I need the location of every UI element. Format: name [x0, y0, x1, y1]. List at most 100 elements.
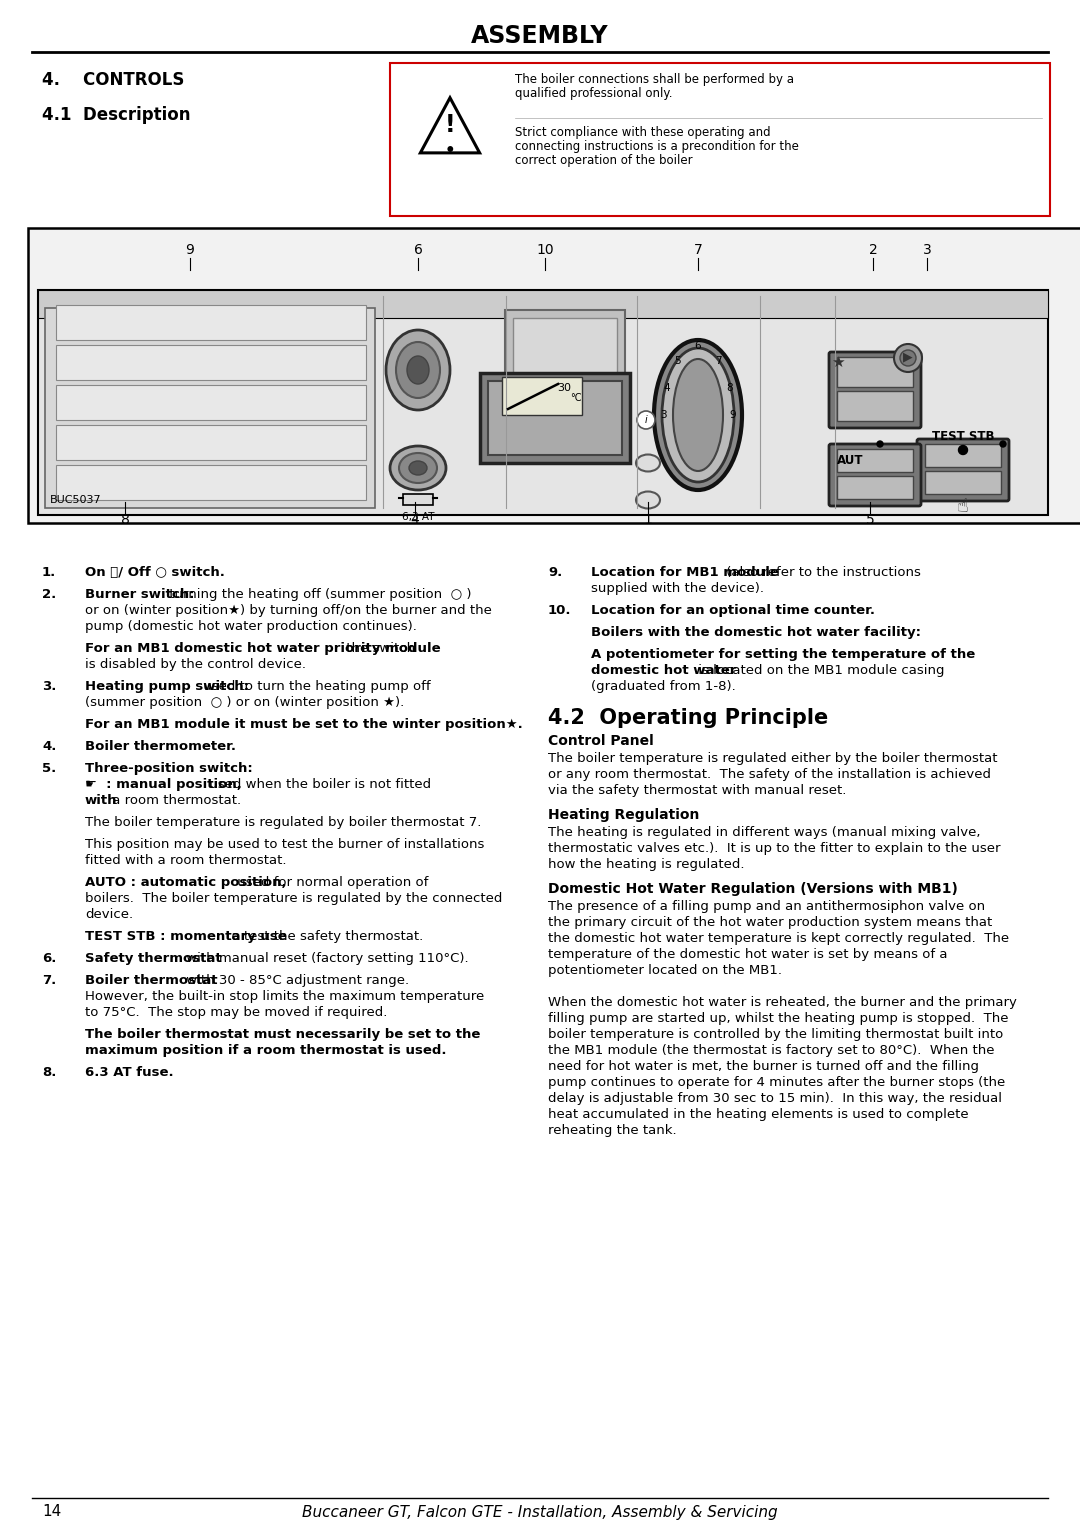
FancyBboxPatch shape [502, 377, 582, 416]
Text: Location for MB1 module: Location for MB1 module [591, 565, 779, 579]
Ellipse shape [636, 492, 660, 509]
FancyBboxPatch shape [917, 439, 1009, 501]
Text: need for hot water is met, the burner is turned off and the filling: need for hot water is met, the burner is… [548, 1060, 978, 1073]
FancyBboxPatch shape [837, 477, 913, 500]
Text: used when the boiler is not fitted: used when the boiler is not fitted [205, 778, 431, 792]
Text: Domestic Hot Water Regulation (Versions with MB1): Domestic Hot Water Regulation (Versions … [548, 882, 958, 895]
FancyBboxPatch shape [45, 309, 375, 507]
Text: 1.: 1. [42, 565, 56, 579]
Text: Boiler thermometer.: Boiler thermometer. [85, 740, 237, 753]
Text: ☝: ☝ [957, 498, 969, 516]
Ellipse shape [399, 452, 437, 483]
Text: The presence of a filling pump and an antithermosiphon valve on: The presence of a filling pump and an an… [548, 900, 985, 914]
Ellipse shape [662, 348, 734, 481]
Text: 6: 6 [414, 243, 422, 257]
Text: 6,3 AT: 6,3 AT [402, 512, 434, 523]
FancyBboxPatch shape [829, 445, 921, 506]
Text: to test the safety thermostat.: to test the safety thermostat. [221, 931, 423, 943]
Text: i: i [645, 416, 647, 425]
Text: 4.: 4. [42, 740, 56, 753]
Text: Burner switch:: Burner switch: [85, 588, 194, 601]
FancyBboxPatch shape [837, 449, 913, 472]
Text: Heating pump switch:: Heating pump switch: [85, 680, 249, 694]
Text: with manual reset (factory setting 110°C).: with manual reset (factory setting 110°C… [181, 952, 469, 966]
Text: 30: 30 [557, 384, 571, 393]
Text: to 75°C.  The stop may be moved if required.: to 75°C. The stop may be moved if requir… [85, 1005, 388, 1019]
Text: or on (winter position★) by turning off/on the burner and the: or on (winter position★) by turning off/… [85, 604, 491, 617]
Circle shape [894, 344, 922, 371]
FancyBboxPatch shape [829, 351, 921, 428]
Text: connecting instructions is a precondition for the: connecting instructions is a preconditio… [515, 141, 799, 153]
Text: For an MB1 domestic hot water priority module: For an MB1 domestic hot water priority m… [85, 642, 441, 656]
Text: AUTO : automatic position,: AUTO : automatic position, [85, 876, 286, 889]
Text: 4: 4 [663, 384, 670, 393]
Circle shape [637, 411, 654, 429]
Ellipse shape [386, 330, 450, 410]
Text: 6.: 6. [42, 952, 56, 966]
Text: the primary circuit of the hot water production system means that: the primary circuit of the hot water pro… [548, 915, 993, 929]
Ellipse shape [396, 342, 440, 397]
Text: Buccaneer GT, Falcon GTE - Installation, Assembly & Servicing: Buccaneer GT, Falcon GTE - Installation,… [302, 1505, 778, 1519]
Text: the domestic hot water temperature is kept correctly regulated.  The: the domestic hot water temperature is ke… [548, 932, 1009, 944]
FancyBboxPatch shape [513, 318, 617, 387]
FancyBboxPatch shape [837, 391, 913, 422]
Text: 9: 9 [186, 243, 194, 257]
FancyBboxPatch shape [38, 290, 1048, 515]
Text: This position may be used to test the burner of installations: This position may be used to test the bu… [85, 837, 484, 851]
FancyBboxPatch shape [56, 345, 366, 380]
Text: 4.2  Operating Principle: 4.2 Operating Principle [548, 707, 828, 727]
Text: how the heating is regulated.: how the heating is regulated. [548, 859, 744, 871]
Text: Heating Regulation: Heating Regulation [548, 808, 700, 822]
FancyBboxPatch shape [924, 445, 1001, 468]
Text: the MB1 module (the thermostat is factory set to 80°C).  When the: the MB1 module (the thermostat is factor… [548, 1044, 995, 1057]
Text: !: ! [445, 113, 456, 138]
Text: turning the heating off (summer position  ○ ): turning the heating off (summer position… [165, 588, 471, 601]
Text: Boiler thermostat: Boiler thermostat [85, 973, 217, 987]
Text: However, the built-in stop limits the maximum temperature: However, the built-in stop limits the ma… [85, 990, 484, 1002]
Text: heat accumulated in the heating elements is used to complete: heat accumulated in the heating elements… [548, 1108, 969, 1122]
Text: the switch: the switch [341, 642, 415, 656]
FancyBboxPatch shape [837, 358, 913, 387]
Text: A potentiometer for setting the temperature of the: A potentiometer for setting the temperat… [591, 648, 975, 662]
FancyBboxPatch shape [924, 471, 1001, 494]
Text: The boiler thermostat must necessarily be set to the: The boiler thermostat must necessarily b… [85, 1028, 481, 1041]
Text: TEST STB: TEST STB [932, 429, 995, 443]
Text: supplied with the device).: supplied with the device). [591, 582, 764, 594]
Text: pump continues to operate for 4 minutes after the burner stops (the: pump continues to operate for 4 minutes … [548, 1076, 1005, 1089]
FancyBboxPatch shape [28, 228, 1080, 523]
Text: The boiler temperature is regulated by boiler thermostat 7.: The boiler temperature is regulated by b… [85, 816, 482, 830]
Text: Safety thermostat: Safety thermostat [85, 952, 221, 966]
Text: Control Panel: Control Panel [548, 733, 653, 749]
FancyBboxPatch shape [56, 306, 366, 341]
Text: 8.: 8. [42, 1067, 56, 1079]
Text: 9.: 9. [548, 565, 563, 579]
Text: °C: °C [570, 393, 582, 403]
Circle shape [1000, 442, 1005, 448]
Circle shape [900, 350, 916, 367]
Text: 6.3 AT fuse.: 6.3 AT fuse. [85, 1067, 174, 1079]
Text: 5: 5 [674, 356, 680, 367]
Text: 5.: 5. [42, 762, 56, 775]
Text: Three-position switch:: Three-position switch: [85, 762, 253, 775]
Text: On ⓞ/ Off ○ switch.: On ⓞ/ Off ○ switch. [85, 565, 225, 579]
Text: used to turn the heating pump off: used to turn the heating pump off [199, 680, 431, 694]
Text: (also refer to the instructions: (also refer to the instructions [723, 565, 921, 579]
Text: •: • [445, 142, 456, 160]
Text: (summer position  ○ ) or on (winter position ★).: (summer position ○ ) or on (winter posit… [85, 695, 404, 709]
Text: ▶: ▶ [903, 350, 913, 364]
Circle shape [959, 446, 968, 454]
Text: delay is adjustable from 30 sec to 15 min).  In this way, the residual: delay is adjustable from 30 sec to 15 mi… [548, 1093, 1002, 1105]
Text: 14: 14 [42, 1505, 62, 1519]
Ellipse shape [390, 446, 446, 490]
Text: reheating the tank.: reheating the tank. [548, 1125, 677, 1137]
Text: pump (domestic hot water production continues).: pump (domestic hot water production cont… [85, 620, 417, 633]
Text: 4.    CONTROLS: 4. CONTROLS [42, 70, 185, 89]
Text: a room thermostat.: a room thermostat. [108, 795, 241, 807]
Text: with 30 - 85°C adjustment range.: with 30 - 85°C adjustment range. [181, 973, 409, 987]
FancyBboxPatch shape [403, 494, 433, 504]
Text: device.: device. [85, 908, 133, 921]
Text: 1: 1 [644, 513, 652, 527]
Text: When the domestic hot water is reheated, the burner and the primary: When the domestic hot water is reheated,… [548, 996, 1017, 1008]
Text: The heating is regulated in different ways (manual mixing valve,: The heating is regulated in different wa… [548, 827, 981, 839]
Text: ★: ★ [832, 354, 845, 370]
